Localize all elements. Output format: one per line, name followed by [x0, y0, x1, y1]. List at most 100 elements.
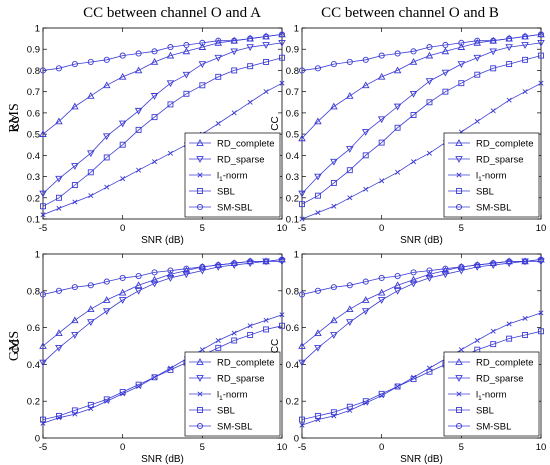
- data-point: [71, 284, 78, 291]
- data-point: [263, 317, 269, 323]
- data-point: [426, 150, 432, 156]
- y-tick-label: 0.6: [286, 323, 299, 334]
- data-point: [152, 159, 158, 165]
- data-point: [506, 321, 512, 327]
- series-line: [301, 330, 542, 420]
- series-line: [42, 34, 283, 71]
- series-line: [42, 82, 283, 216]
- series-sm-sbl: [298, 256, 545, 298]
- data-point: [215, 344, 222, 351]
- data-point: [231, 260, 238, 267]
- data-point: [538, 310, 544, 316]
- data-point: [377, 288, 386, 296]
- data-point: [135, 381, 142, 388]
- legend-label: SBL: [476, 406, 494, 417]
- data-point: [119, 389, 126, 395]
- data-point: [39, 190, 47, 198]
- data-point: [393, 66, 402, 74]
- data-point: [39, 359, 47, 367]
- data-point: [379, 178, 385, 184]
- data-point: [299, 422, 305, 428]
- data-point: [183, 41, 190, 49]
- data-point: [490, 65, 497, 72]
- data-point: [119, 141, 126, 148]
- data-point: [490, 260, 497, 267]
- legend-suffix: -norm: [223, 171, 248, 182]
- data-point: [56, 205, 62, 211]
- data-point: [215, 337, 221, 343]
- data-point: [87, 58, 94, 66]
- y-tick-label: 1: [35, 250, 40, 261]
- data-point: [346, 305, 354, 313]
- x-tick-label: -5: [39, 442, 47, 453]
- data-point: [457, 61, 466, 69]
- legend-label: SM-SBL: [476, 203, 511, 214]
- data-point: [474, 37, 481, 44]
- data-point: [40, 203, 46, 210]
- data-point: [71, 332, 79, 339]
- data-point: [426, 368, 433, 375]
- y-tick-label: 0.9: [286, 45, 299, 56]
- legend-label: SBL: [217, 406, 235, 417]
- chart-panel-2: 0.1 0.2 0.3 0.4 0.5 0.6 0.7 0.8 0.9 1 -5 0 5 10 SNR (d…: [270, 24, 546, 247]
- data-point: [87, 319, 95, 327]
- data-point: [330, 409, 337, 416]
- data-point: [458, 80, 465, 87]
- data-point: [102, 308, 111, 315]
- data-point: [119, 52, 126, 59]
- legend-marker: [455, 139, 463, 146]
- data-point: [71, 102, 79, 110]
- data-point: [103, 154, 110, 161]
- data-point: [362, 398, 369, 405]
- data-point: [315, 210, 321, 216]
- legend-label: RD_complete: [217, 358, 275, 369]
- data-point: [135, 126, 142, 133]
- data-point: [278, 256, 286, 263]
- data-point: [278, 40, 286, 47]
- data-point: [506, 335, 513, 342]
- y-tick-label: 0.8: [27, 286, 40, 297]
- data-point: [151, 374, 158, 381]
- data-point: [377, 72, 386, 80]
- data-point: [134, 107, 143, 115]
- data-point: [425, 51, 434, 59]
- data-point: [71, 407, 78, 414]
- data-point: [39, 130, 47, 137]
- data-point: [231, 330, 237, 336]
- legend-subscript: 1: [478, 395, 482, 402]
- data-point: [150, 93, 159, 100]
- data-point: [120, 176, 126, 182]
- data-point: [135, 50, 142, 57]
- data-point: [247, 332, 254, 338]
- data-point: [474, 337, 480, 343]
- y-tick-label: 0.2: [27, 193, 40, 204]
- data-point: [425, 275, 434, 282]
- y-axis-label: CC: [270, 116, 281, 130]
- legend-label: SBL: [217, 187, 235, 198]
- legend-label: SM-SBL: [476, 422, 511, 433]
- row-label-gms: GMS: [7, 331, 22, 361]
- y-tick-label: 0.2: [27, 397, 40, 408]
- data-point: [346, 319, 354, 327]
- series-line: [301, 55, 542, 205]
- column-title-a: CC between channel O and A: [83, 5, 261, 21]
- data-point: [363, 186, 369, 192]
- data-point: [522, 89, 528, 95]
- data-point: [377, 116, 386, 124]
- legend-marker: [196, 375, 204, 382]
- data-point: [362, 278, 369, 285]
- y-tick-label: 1: [294, 250, 299, 261]
- data-point: [231, 110, 237, 116]
- data-point: [298, 134, 306, 142]
- y-tick-label: 0.6: [27, 323, 40, 334]
- data-point: [166, 275, 175, 282]
- y-tick-label: 0.1: [27, 215, 40, 226]
- data-point: [104, 184, 110, 190]
- data-point: [102, 296, 111, 303]
- series-line: [42, 259, 283, 347]
- data-point: [40, 212, 46, 218]
- y-tick-label: 0.4: [286, 360, 299, 371]
- data-point: [167, 267, 174, 274]
- data-point: [394, 124, 401, 131]
- legend-suffix: -norm: [223, 390, 248, 401]
